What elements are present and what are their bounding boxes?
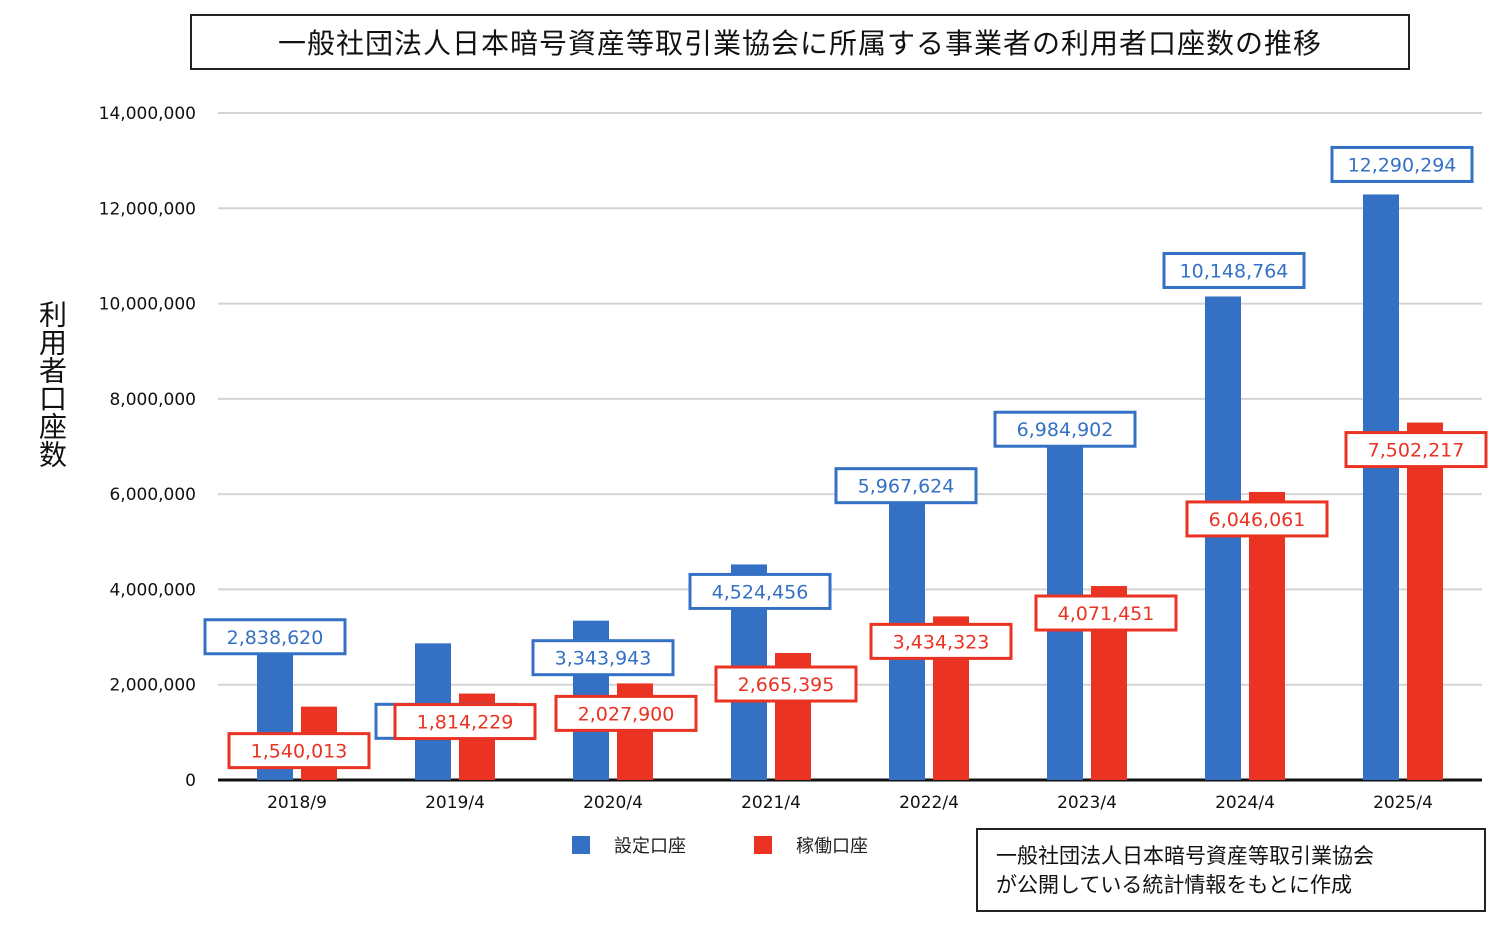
data-label-box-series-2 [227, 732, 371, 770]
x-tick-label: 2021/4 [741, 793, 801, 813]
legend-label-series-2: 稼働口座 [796, 836, 868, 857]
data-label-series-2: 3,434,323 [893, 631, 990, 653]
bar-series-2 [1407, 422, 1443, 780]
legend-label-series-1: 設定口座 [614, 836, 686, 857]
data-label-box-series-1 [688, 572, 832, 610]
legend-item-series-1: 設定口座 [572, 832, 686, 858]
x-tick-label: 2022/4 [899, 793, 959, 813]
data-label-series-1: 10,148,764 [1180, 260, 1289, 282]
data-label-box-series-2 [714, 665, 858, 703]
data-label-box-series-2 [554, 694, 698, 732]
bar-series-1 [1205, 296, 1241, 780]
data-label-series-2: 7,502,217 [1368, 440, 1465, 462]
source-note: 一般社団法人日本暗号資産等取引業協会 が公開している統計情報をもとに作成 [976, 828, 1486, 912]
data-label-box-series-2 [393, 703, 537, 741]
data-label-box-series-2 [1034, 594, 1178, 632]
data-label-series-2: 2,027,900 [578, 703, 675, 725]
legend-item-series-2: 稼働口座 [754, 832, 868, 858]
source-note-line-1: 一般社団法人日本暗号資産等取引業協会 [996, 844, 1374, 868]
data-label-series-1: 2,838,620 [227, 627, 324, 649]
y-tick-label: 12,000,000 [99, 199, 196, 219]
x-tick-label: 2024/4 [1215, 793, 1275, 813]
x-tick-label: 2018/9 [267, 793, 327, 813]
x-tick-label: 2025/4 [1373, 793, 1433, 813]
source-note-line-2: が公開している統計情報をもとに作成 [996, 873, 1352, 897]
data-label-series-2: 2,665,395 [738, 674, 835, 696]
y-tick-label: 14,000,000 [99, 104, 196, 124]
legend-swatch-series-1 [572, 836, 590, 854]
data-label-series-2: 1,540,013 [251, 741, 348, 763]
chart-title: 一般社団法人日本暗号資産等取引業協会に所属する事業者の利用者口座数の推移 [190, 14, 1410, 70]
data-label-series-1: 3,343,943 [555, 648, 652, 670]
data-label-box-series-1 [1330, 145, 1474, 183]
y-tick-label: 10,000,000 [99, 295, 196, 315]
data-label-box-series-2 [1344, 431, 1488, 469]
data-label-series-1: 12,290,294 [1348, 154, 1457, 176]
data-label-box-series-2 [1185, 500, 1329, 538]
y-tick-label: 4,000,000 [109, 580, 196, 600]
data-label-box-series-1 [834, 467, 978, 505]
x-tick-label: 2019/4 [425, 793, 485, 813]
legend-swatch-series-2 [754, 836, 772, 854]
y-axis-label: 利用者口座数 [35, 300, 68, 468]
data-label-box-series-1 [993, 410, 1137, 448]
data-label-box-series-1 [203, 618, 347, 656]
bar-series-1 [1363, 194, 1399, 781]
data-label-series-1: 5,967,624 [858, 476, 955, 498]
data-label-series-2: 4,071,451 [1058, 603, 1155, 625]
x-tick-label: 2020/4 [583, 793, 643, 813]
data-label-box-series-1 [1162, 251, 1306, 289]
x-tick-label: 2023/4 [1057, 793, 1117, 813]
data-label-series-2: 6,046,061 [1209, 509, 1306, 531]
bar-series-2 [1249, 491, 1285, 780]
data-label-box-series-1 [531, 639, 675, 677]
y-tick-label: 0 [185, 771, 196, 791]
data-label-series-1: 6,984,902 [1017, 419, 1114, 441]
y-tick-label: 8,000,000 [109, 390, 196, 410]
y-tick-label: 2,000,000 [109, 676, 196, 696]
data-label-series-1: 4,524,456 [712, 581, 809, 603]
y-tick-label: 6,000,000 [109, 485, 196, 505]
data-label-series-2: 1,814,229 [417, 712, 514, 734]
data-label-box-series-2 [869, 622, 1013, 660]
